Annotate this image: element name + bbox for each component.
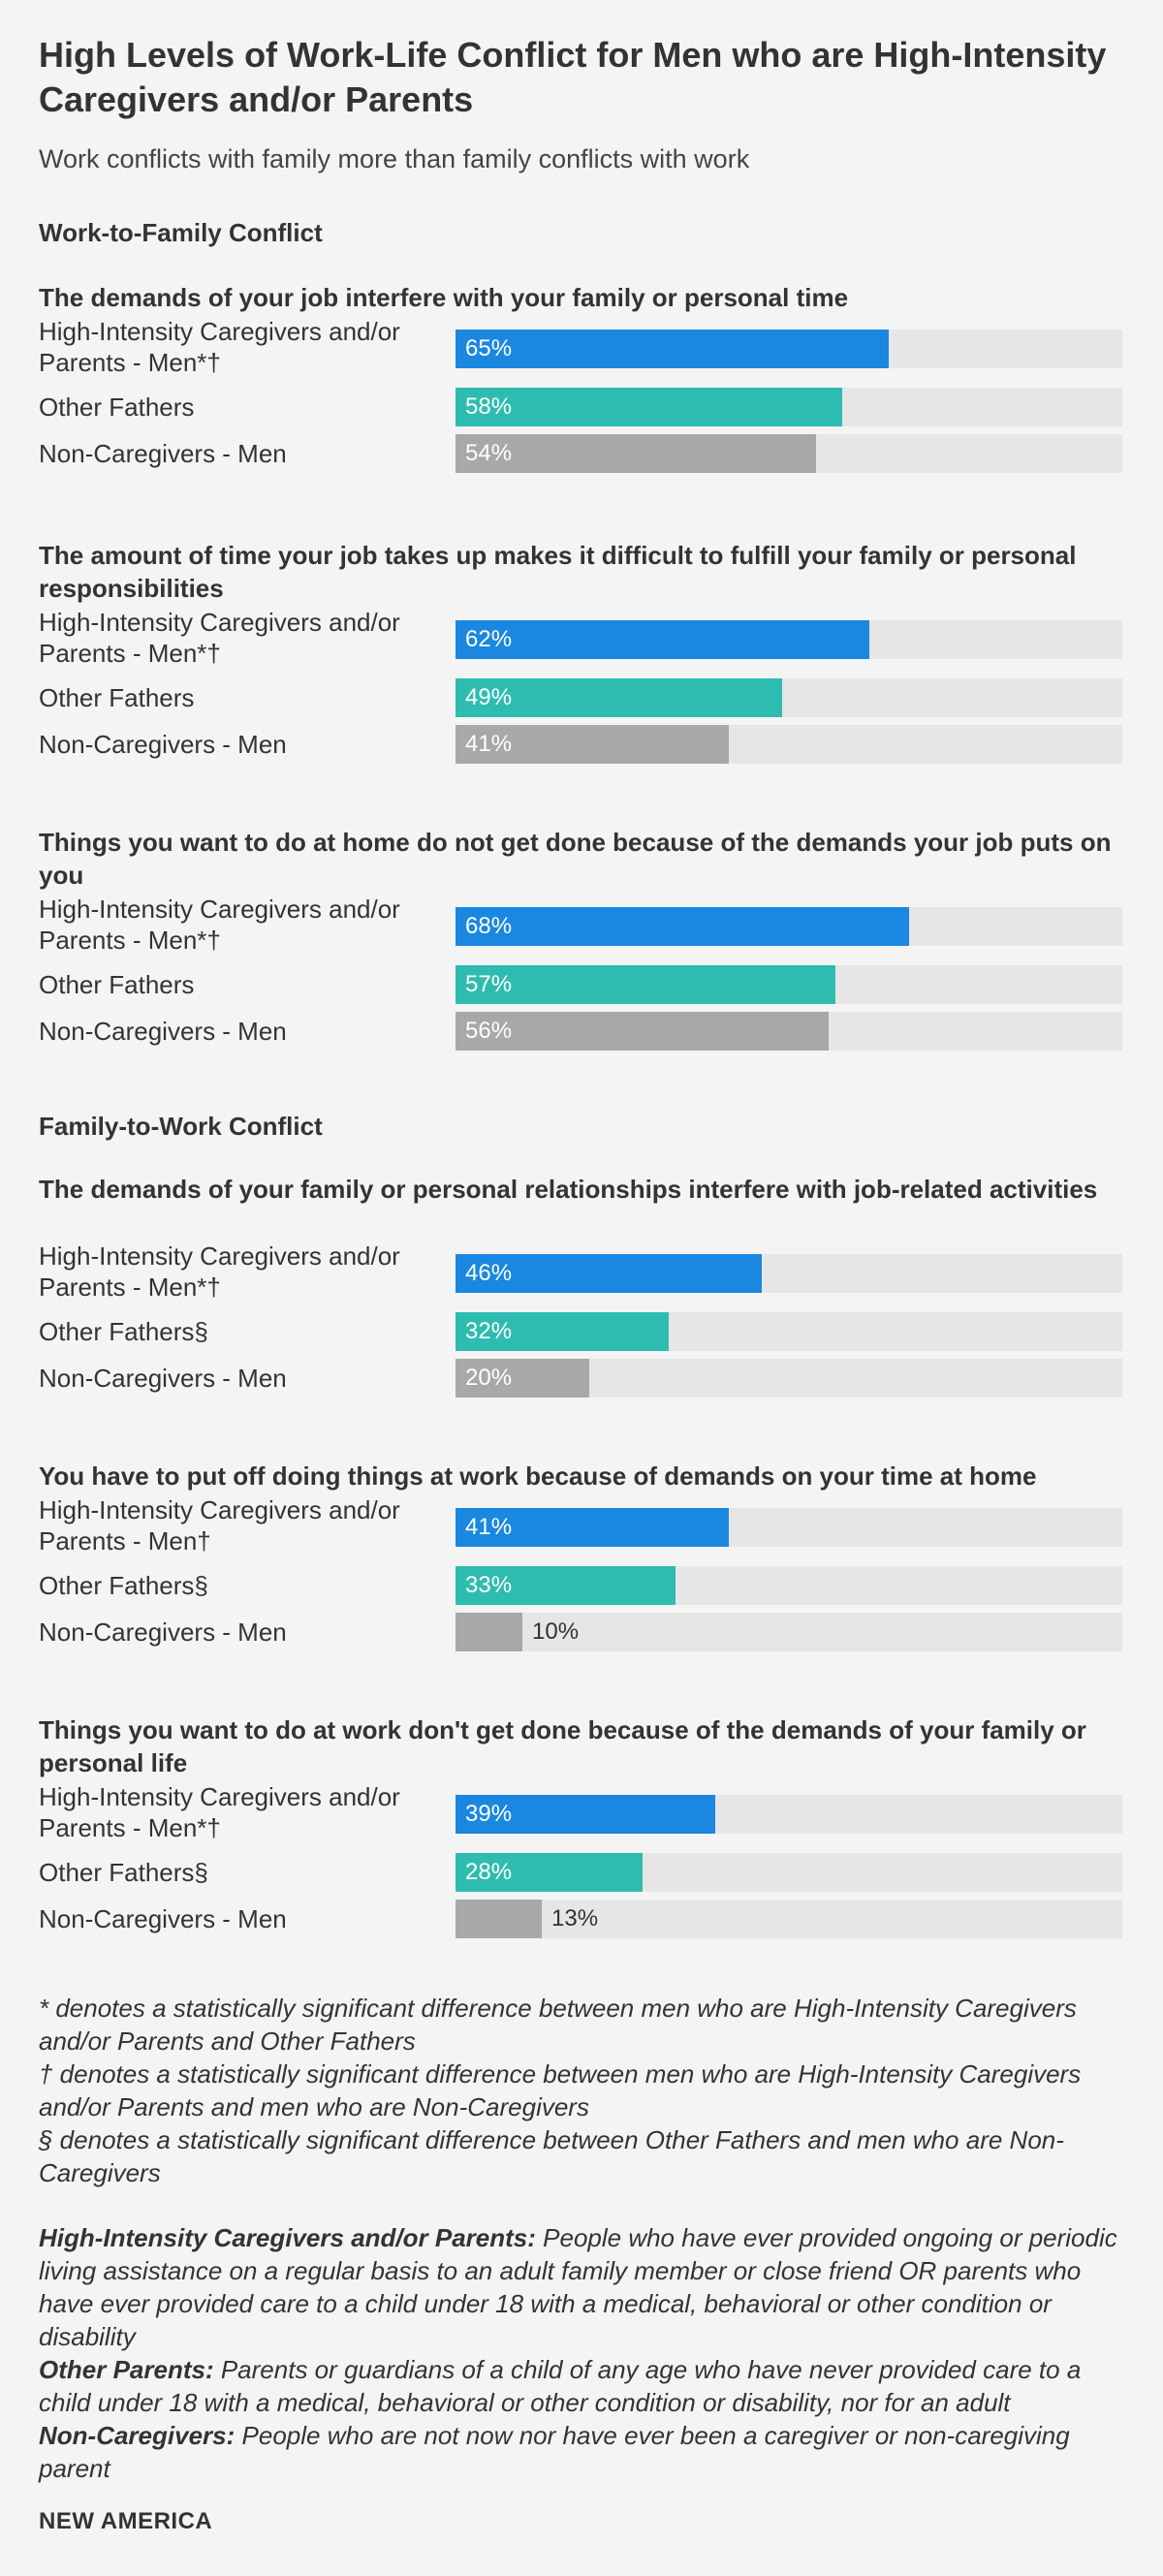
bar-other-fathers bbox=[456, 1566, 676, 1605]
bar-track: 62% bbox=[456, 620, 1122, 659]
bar-label: High-Intensity Caregivers and/or Parents… bbox=[39, 317, 400, 377]
bar-value-label: 13% bbox=[551, 1905, 599, 1932]
bar-high-intensity bbox=[456, 620, 869, 659]
bar-value-label: 28% bbox=[465, 1859, 513, 1885]
note-dagger: † denotes a statistically significant di… bbox=[39, 2059, 1082, 2121]
bar-value-label: 58% bbox=[465, 393, 513, 420]
bar-label: Other Fathers§ bbox=[39, 1317, 208, 1346]
bar-label: Non-Caregivers - Men bbox=[39, 439, 287, 468]
definition-term: Other Parents: bbox=[39, 2355, 214, 2384]
bar-label: Other Fathers bbox=[39, 970, 195, 999]
bar-label: Non-Caregivers - Men bbox=[39, 730, 287, 759]
definitions: High-Intensity Caregivers and/or Parents… bbox=[39, 2221, 1134, 2485]
bar-value-label: 54% bbox=[465, 440, 513, 466]
bar-value-label: 62% bbox=[465, 626, 513, 652]
definition-high-intensity: High-Intensity Caregivers and/or Parents… bbox=[39, 2221, 1134, 2353]
bar-label: Non-Caregivers - Men bbox=[39, 1364, 287, 1393]
bar-label: High-Intensity Caregivers and/or Parents… bbox=[39, 1241, 400, 1302]
bar-value-label: 49% bbox=[465, 684, 513, 710]
bar-value-label: 46% bbox=[465, 1260, 513, 1286]
bar-value-label: 68% bbox=[465, 913, 513, 939]
bar-value-label: 56% bbox=[465, 1018, 513, 1044]
chart-title: High Levels of Work-Life Conflict for Me… bbox=[39, 35, 1107, 119]
question-title: Things you want to do at work don't get … bbox=[39, 1715, 1086, 1777]
bar-label: High-Intensity Caregivers and/or Parents… bbox=[39, 608, 400, 668]
bar-track: 68% bbox=[456, 907, 1122, 946]
definition-text: Parents or guardians of a child of any a… bbox=[39, 2355, 1082, 2417]
bar-non-caregivers bbox=[456, 1012, 829, 1051]
bar-other-fathers bbox=[456, 1853, 643, 1892]
bar-value-label: 41% bbox=[465, 1514, 513, 1540]
bar-track: 65% bbox=[456, 330, 1122, 368]
bar-track: 49% bbox=[456, 678, 1122, 717]
bar-value-label: 39% bbox=[465, 1801, 513, 1827]
bar-label: Non-Caregivers - Men bbox=[39, 1017, 287, 1046]
bar-label: Other Fathers§ bbox=[39, 1571, 208, 1600]
bar-high-intensity bbox=[456, 1795, 715, 1834]
definition-non-caregivers: Non-Caregivers: People who are not now n… bbox=[39, 2419, 1134, 2485]
question-title: The amount of time your job takes up mak… bbox=[39, 541, 1077, 603]
bar-value-label: 33% bbox=[465, 1572, 513, 1598]
bar-label: High-Intensity Caregivers and/or Parents… bbox=[39, 1782, 400, 1842]
bar-track: 28% bbox=[456, 1853, 1122, 1892]
question-title: The demands of your job interfere with y… bbox=[39, 283, 849, 312]
bar-non-caregivers bbox=[456, 1613, 522, 1651]
bar-non-caregivers bbox=[456, 1900, 542, 1938]
bar-other-fathers bbox=[456, 1312, 669, 1351]
bar-label: Other Fathers bbox=[39, 683, 195, 712]
bar-track: 57% bbox=[456, 965, 1122, 1004]
bar-value-label: 32% bbox=[465, 1318, 513, 1344]
definition-term: High-Intensity Caregivers and/or Parents… bbox=[39, 2223, 536, 2252]
bar-label: High-Intensity Caregivers and/or Parents… bbox=[39, 1495, 400, 1555]
note-asterisk: * denotes a statistically significant di… bbox=[39, 1994, 1077, 2056]
definition-text: People who have ever provided ongoing or… bbox=[39, 2223, 1117, 2351]
bar-high-intensity bbox=[456, 330, 889, 368]
bar-track: 10% bbox=[456, 1613, 1122, 1651]
bar-track: 39% bbox=[456, 1795, 1122, 1834]
question-title: You have to put off doing things at work… bbox=[39, 1461, 1037, 1491]
bar-track: 46% bbox=[456, 1254, 1122, 1293]
bar-track: 13% bbox=[456, 1900, 1122, 1938]
section-heading: Work-to-Family Conflict bbox=[39, 218, 323, 247]
bar-track: 32% bbox=[456, 1312, 1122, 1351]
question-title: Things you want to do at home do not get… bbox=[39, 828, 1112, 890]
bar-high-intensity bbox=[456, 1508, 729, 1547]
bar-value-label: 65% bbox=[465, 335, 513, 361]
bar-value-label: 20% bbox=[465, 1365, 513, 1391]
bar-other-fathers bbox=[456, 678, 782, 717]
bar-high-intensity bbox=[456, 907, 909, 946]
bar-non-caregivers bbox=[456, 1359, 589, 1398]
bar-value-label: 41% bbox=[465, 731, 513, 757]
footer-brand: NEW AMERICA bbox=[39, 2508, 213, 2534]
bar-label: Non-Caregivers - Men bbox=[39, 1618, 287, 1647]
bar-other-fathers bbox=[456, 965, 835, 1004]
bar-other-fathers bbox=[456, 388, 842, 426]
note-section-sign: § denotes a statistically significant di… bbox=[39, 2125, 1064, 2187]
definition-other-parents: Other Parents: Parents or guardians of a… bbox=[39, 2353, 1134, 2419]
bar-non-caregivers bbox=[456, 434, 816, 473]
bar-track: 58% bbox=[456, 388, 1122, 426]
bar-track: 54% bbox=[456, 434, 1122, 473]
bar-track: 41% bbox=[456, 1508, 1122, 1547]
bar-label: Other Fathers bbox=[39, 393, 195, 422]
bar-value-label: 57% bbox=[465, 971, 513, 997]
bar-track: 33% bbox=[456, 1566, 1122, 1605]
bar-track: 41% bbox=[456, 725, 1122, 764]
bar-track: 56% bbox=[456, 1012, 1122, 1051]
significance-notes: * denotes a statistically significant di… bbox=[39, 1992, 1134, 2189]
definition-text: People who are not now nor have ever bee… bbox=[39, 2421, 1070, 2483]
question-title: The demands of your family or personal r… bbox=[39, 1175, 1098, 1204]
bar-non-caregivers bbox=[456, 725, 729, 764]
definition-term: Non-Caregivers: bbox=[39, 2421, 236, 2450]
bar-track: 20% bbox=[456, 1359, 1122, 1398]
bar-label: Other Fathers§ bbox=[39, 1858, 208, 1887]
chart-subtitle: Work conflicts with family more than fam… bbox=[39, 144, 750, 173]
bar-high-intensity bbox=[456, 1254, 762, 1293]
section-heading: Family-to-Work Conflict bbox=[39, 1112, 323, 1141]
bar-value-label: 10% bbox=[532, 1618, 580, 1645]
bar-label: Non-Caregivers - Men bbox=[39, 1904, 287, 1933]
bar-label: High-Intensity Caregivers and/or Parents… bbox=[39, 895, 400, 955]
